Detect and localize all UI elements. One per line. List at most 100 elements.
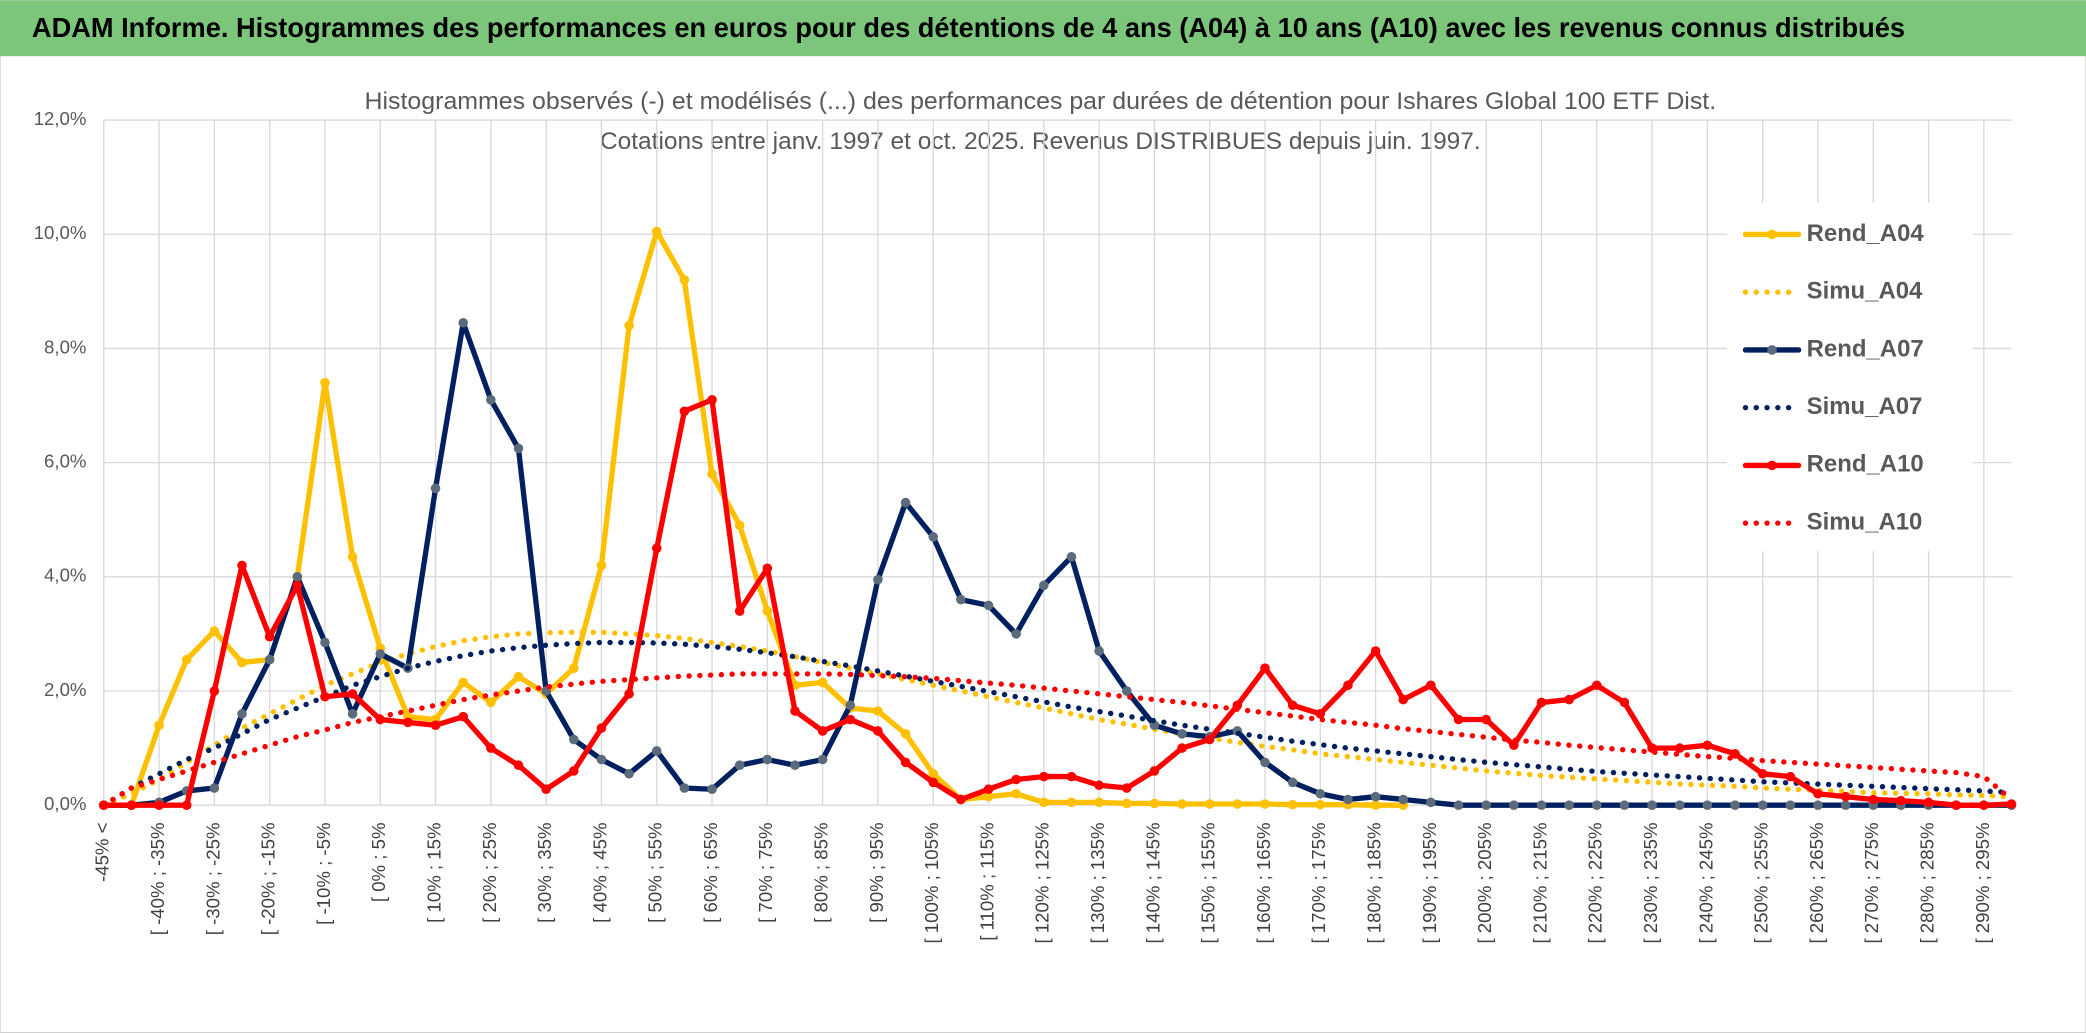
series-marker: [347, 709, 358, 719]
series-marker: [1039, 771, 1049, 782]
series-marker: [1094, 646, 1104, 656]
series-marker: [1066, 797, 1077, 808]
series-marker: [458, 317, 468, 328]
series-marker: [1315, 788, 1326, 799]
series-marker: [734, 760, 745, 771]
series-marker: [1813, 800, 1823, 810]
x-tick-label: [ 220% ; 225%: [1585, 822, 1606, 943]
series-marker: [734, 520, 745, 531]
plot: [98, 226, 2017, 810]
series-marker: [1481, 800, 1491, 810]
series-marker: [513, 671, 524, 682]
series-marker: [679, 275, 690, 285]
series-marker: [707, 395, 717, 405]
series-marker: [817, 754, 828, 765]
series-marker: [181, 800, 192, 810]
x-tick-label: [ 100% ; 105%: [921, 822, 942, 943]
series-marker: [1149, 798, 1160, 809]
x-tick-label: -45% <: [92, 822, 113, 881]
series-marker: [956, 794, 966, 805]
series-marker: [1674, 743, 1685, 753]
legend-label: Rend_A07: [1807, 335, 1924, 362]
series-marker: [1287, 799, 1298, 810]
x-tick-label: [ -20% ; -15%: [258, 822, 279, 935]
series-marker: [1813, 788, 1823, 799]
series-marker: [1730, 800, 1740, 810]
x-tick-label: [ 240% ; 245%: [1695, 822, 1716, 943]
series-marker: [2006, 799, 2017, 809]
series-marker: [900, 757, 911, 768]
series-marker: [181, 654, 192, 665]
x-tick-label: [ 290% ; 295%: [1972, 822, 1993, 943]
series-marker: [1702, 740, 1713, 751]
series-marker: [1730, 749, 1740, 759]
series-marker: [1979, 800, 1989, 810]
series-marker: [1868, 794, 1879, 805]
series-marker: [928, 532, 939, 542]
series-marker: [347, 689, 358, 699]
x-tick-label: [ 20% ; 25%: [479, 822, 500, 922]
x-tick-label: [ 40% ; 45%: [589, 822, 610, 922]
series-marker: [956, 594, 966, 605]
x-tick-label: [ 80% ; 85%: [811, 822, 832, 922]
series-marker: [651, 543, 662, 554]
x-tick-label: [ 90% ; 95%: [866, 822, 887, 922]
series-marker: [1260, 799, 1270, 809]
series-marker: [762, 563, 773, 574]
series-marker: [154, 800, 164, 810]
series-marker: [1398, 694, 1409, 705]
series-marker: [126, 800, 137, 810]
series-marker: [651, 746, 662, 756]
series-marker: [624, 768, 634, 779]
series-marker: [1923, 797, 1934, 808]
x-tick-label: [ -40% ; -35%: [147, 822, 168, 935]
series-marker: [1785, 800, 1796, 810]
x-tick-label: [ 60% ; 65%: [700, 822, 721, 922]
x-tick-label: [ -10% ; -5%: [313, 822, 334, 924]
series-marker: [1619, 800, 1630, 810]
x-tick-label: [ 180% ; 185%: [1364, 822, 1385, 943]
x-tick-label: [ 130% ; 135%: [1087, 822, 1108, 943]
y-tick-label: 0,0%: [44, 793, 86, 814]
x-tick-label: [ 270% ; 275%: [1861, 822, 1882, 943]
series-marker: [1094, 780, 1104, 790]
legend-marker: [1767, 345, 1777, 355]
series-marker: [1398, 794, 1409, 805]
x-tick-label: [ 200% ; 205%: [1474, 822, 1495, 943]
series-marker: [568, 734, 579, 745]
series-marker: [1757, 800, 1768, 810]
series-marker: [679, 406, 690, 417]
legend-marker: [1767, 460, 1777, 471]
series-marker: [1896, 795, 1906, 806]
x-tick-label: [ 160% ; 165%: [1253, 822, 1274, 943]
legend-box: [1726, 202, 1973, 552]
series-marker: [486, 743, 496, 753]
legend-label: Simu_A04: [1807, 278, 1923, 305]
series-marker: [1121, 798, 1132, 809]
series-marker: [347, 552, 358, 562]
series-marker: [486, 395, 496, 405]
series-marker: [1591, 680, 1602, 691]
series-marker: [596, 723, 607, 733]
series-line: [101, 639, 2015, 808]
x-tick-label: [ 150% ; 155%: [1198, 822, 1219, 943]
series-marker: [1453, 800, 1464, 810]
x-tick-label: [ 250% ; 255%: [1751, 822, 1772, 943]
series-marker: [1564, 694, 1574, 705]
series-marker: [790, 706, 800, 716]
series-marker: [1287, 700, 1298, 711]
series-marker: [1426, 797, 1436, 808]
series-marker: [568, 766, 579, 776]
series-marker: [1757, 768, 1768, 779]
y-tick-label: 8,0%: [44, 336, 86, 357]
series-marker: [1370, 800, 1381, 810]
series-marker: [1619, 697, 1630, 708]
series-marker: [900, 497, 911, 508]
series-marker: [762, 754, 773, 765]
series-marker: [1509, 800, 1519, 810]
series-marker: [1066, 552, 1077, 562]
series-marker: [1536, 697, 1547, 708]
series-marker: [873, 726, 883, 736]
series-marker: [1564, 800, 1574, 810]
series-marker: [928, 777, 939, 788]
